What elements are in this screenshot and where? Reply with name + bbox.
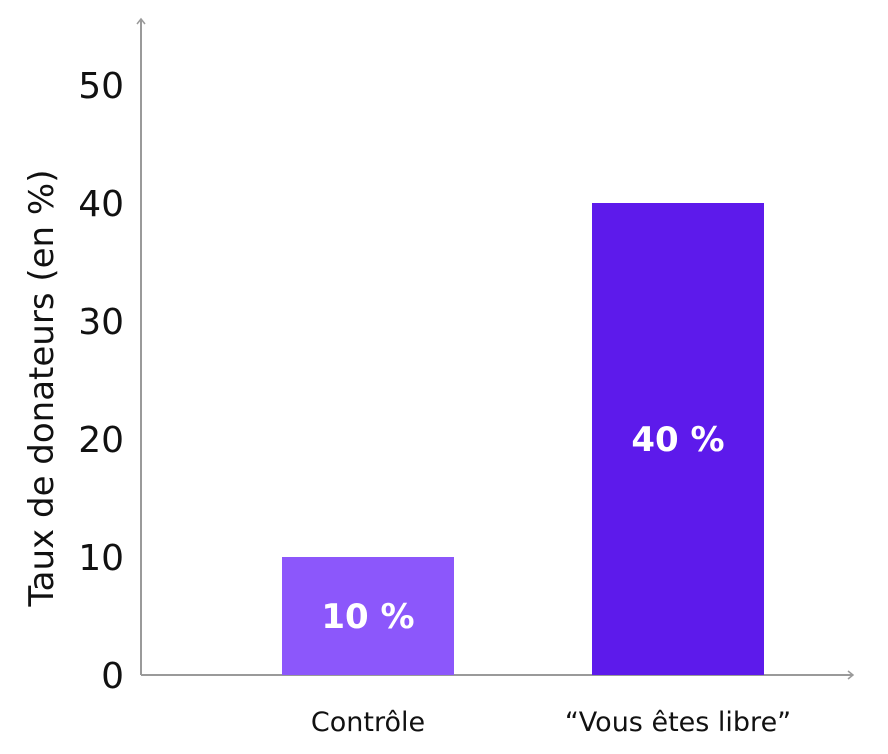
- y-tick-label: 40: [78, 184, 124, 225]
- bar-value-labels: 10 % 40 %: [321, 420, 724, 637]
- y-tick-label: 0: [101, 656, 124, 697]
- x-category-labels: Contrôle “Vous êtes libre”: [311, 707, 791, 738]
- y-tick-labels: 0 10 20 30 40 50: [78, 66, 124, 697]
- bars: [282, 203, 764, 675]
- bar-value-label: 40 %: [631, 420, 724, 460]
- bar: [282, 557, 454, 675]
- y-tick-label: 20: [78, 420, 124, 461]
- x-category-label: Contrôle: [311, 707, 425, 738]
- y-tick-label: 10: [78, 538, 124, 579]
- y-tick-label: 50: [78, 66, 124, 107]
- x-category-label: “Vous êtes libre”: [565, 707, 791, 738]
- bar: [592, 203, 764, 675]
- y-axis-title: Taux de donateurs (en %): [22, 170, 62, 608]
- y-tick-label: 30: [78, 302, 124, 343]
- bar-value-label: 10 %: [321, 597, 414, 637]
